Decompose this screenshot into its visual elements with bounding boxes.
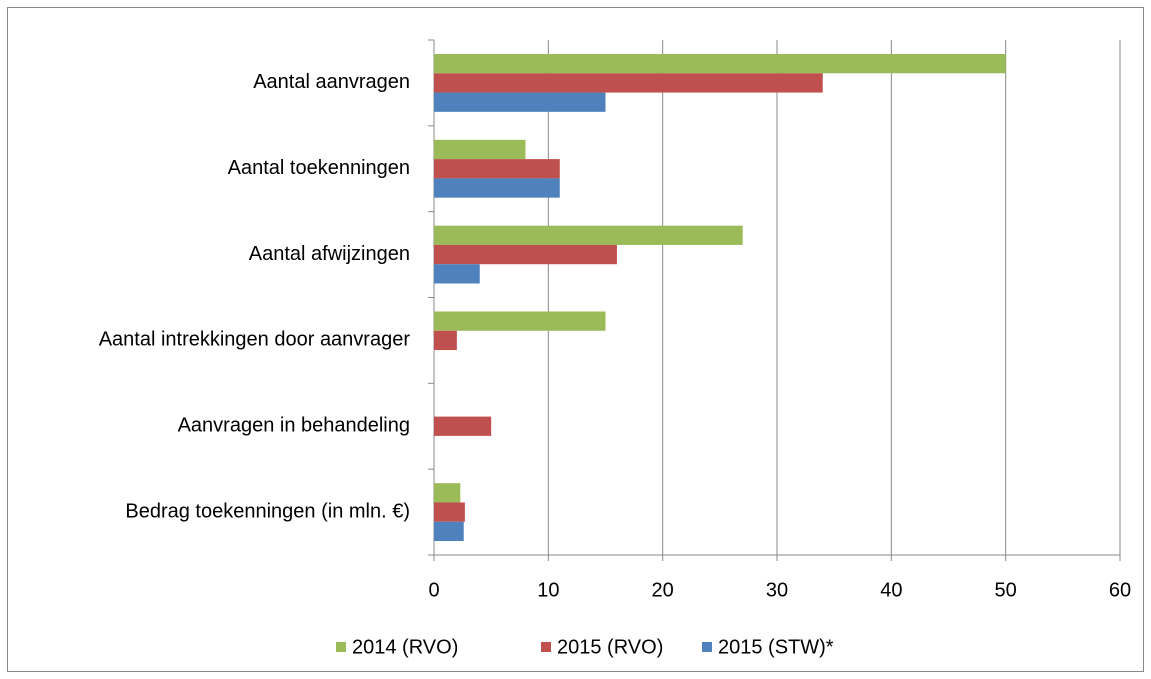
bar [434,330,457,351]
legend-swatch [541,642,551,652]
bar [434,244,617,265]
x-tick-label: 0 [428,579,439,601]
bar [434,264,480,284]
y-tick-label: Aantal aanvragen [253,71,410,93]
y-tick-label: Aanvragen in behandeling [178,415,410,437]
bar [434,311,606,331]
y-tick-label: Aantal intrekkingen door aanvrager [99,329,411,351]
x-tick-label: 60 [1109,579,1131,601]
bar [434,416,492,436]
bar [434,502,465,522]
y-tick-label: Bedrag toekenningen (in mln. €) [125,500,410,522]
bar [434,54,1006,74]
x-tick-label: 10 [537,579,559,601]
legend-swatch [336,642,346,652]
chart-border [7,7,1144,672]
bar [434,73,823,93]
x-tick-label: 20 [652,579,674,601]
bar [434,178,560,198]
legend-swatch [702,642,712,652]
x-tick-label: 30 [766,579,788,601]
legend-label: 2015 (STW)* [718,636,834,658]
y-tick-label: Aantal afwijzingen [249,243,410,265]
bar [434,483,461,503]
y-tick-label: Aantal toekenningen [228,157,410,179]
bar [434,92,606,112]
x-tick-label: 50 [995,579,1017,601]
legend-label: 2015 (RVO) [557,636,663,658]
bar [434,159,560,179]
bar [434,521,464,541]
x-tick-label: 40 [880,579,902,601]
bar [434,139,526,160]
bar [434,225,743,245]
legend-label: 2014 (RVO) [352,636,458,658]
